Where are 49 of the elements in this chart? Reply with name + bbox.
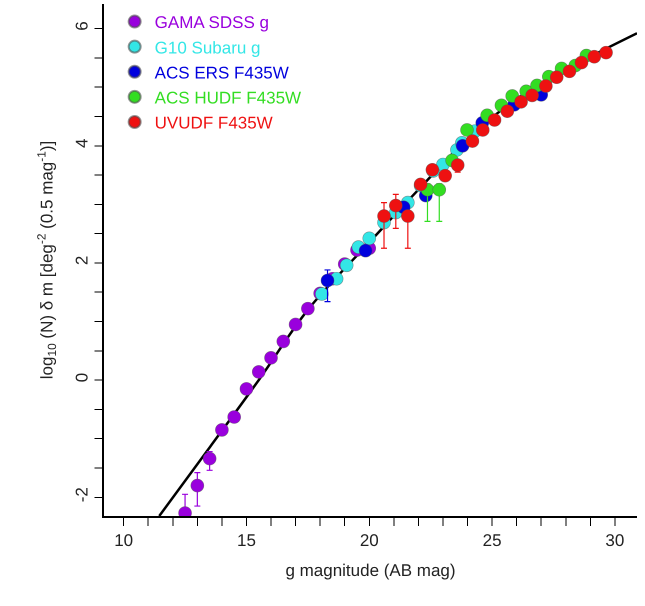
legend-label: UVUDF F435W: [154, 114, 273, 133]
point: [500, 104, 514, 118]
point: [227, 410, 241, 424]
point: [587, 50, 602, 64]
point: [539, 79, 553, 93]
point: [377, 209, 391, 223]
point: [401, 209, 415, 223]
x-tick-label: 20: [360, 531, 379, 550]
point: [450, 158, 464, 172]
point: [202, 452, 216, 466]
x-tick-label: 10: [114, 531, 134, 550]
x-axis-title: g magnitude (AB mag): [285, 561, 456, 580]
point: [550, 70, 564, 84]
point: [460, 123, 474, 137]
point: [574, 56, 588, 70]
legend-label: G10 Subaru g: [154, 38, 261, 58]
legend-label: ACS HUDF F435W: [154, 88, 302, 108]
point: [320, 274, 334, 288]
point: [514, 95, 528, 109]
y-tick-label: 6: [72, 21, 92, 31]
point: [240, 382, 254, 396]
point: [432, 182, 446, 196]
point: [456, 138, 470, 153]
y-tick-label: 4: [72, 138, 92, 148]
point: [488, 113, 502, 127]
y-tick-label: -2: [72, 487, 92, 502]
legend-label: ACS ERS F435W: [154, 63, 289, 82]
point: [276, 334, 290, 348]
point: [215, 423, 229, 437]
point: [301, 302, 315, 316]
point: [525, 88, 539, 102]
x-tick-label: 15: [237, 531, 256, 550]
point: [476, 123, 490, 137]
x-tick-label: 30: [605, 531, 624, 550]
point: [190, 478, 204, 492]
point: [252, 365, 266, 379]
x-tick-label: 25: [482, 531, 502, 550]
point: [264, 351, 278, 365]
point: [438, 168, 452, 182]
point: [358, 244, 372, 258]
point: [288, 318, 302, 332]
point: [466, 134, 480, 148]
legend-label: GAMA SDSS g: [154, 13, 269, 32]
point: [389, 198, 403, 212]
point: [362, 232, 376, 246]
y-tick-label: 0: [72, 372, 92, 382]
point: [599, 46, 613, 60]
y-tick-label: 2: [72, 256, 92, 266]
point: [562, 64, 576, 78]
